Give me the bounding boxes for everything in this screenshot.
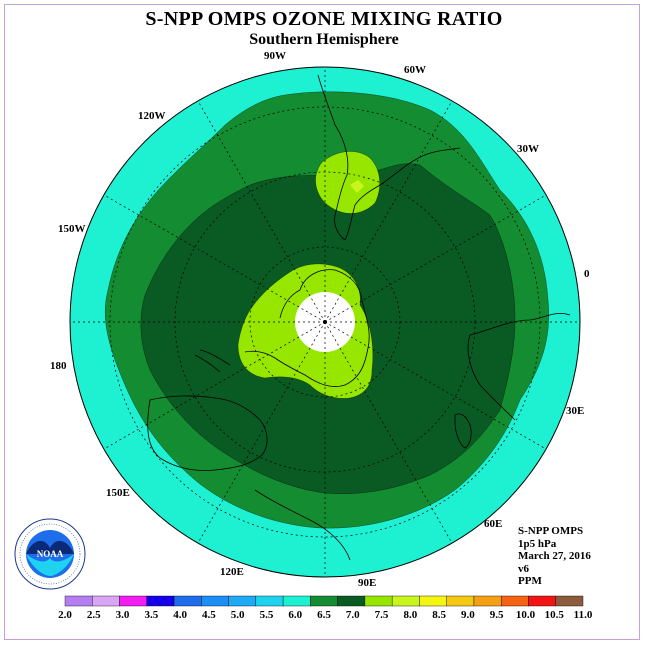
colorbar-tick-label: 8.0 — [403, 609, 417, 621]
label-120w: 120W — [138, 110, 166, 122]
info-instrument: S-NPP OMPS — [518, 525, 584, 537]
colorbar-tick-label: 7.5 — [375, 609, 389, 621]
label-90w: 90W — [264, 50, 286, 62]
info-version: v6 — [518, 562, 529, 575]
colorbar-tick-label: 2.5 — [87, 609, 101, 621]
australia-coast — [147, 395, 268, 471]
colorbar-swatch — [528, 595, 556, 607]
antarctica-coast — [244, 269, 370, 387]
colorbar-tick-label: 5.5 — [260, 609, 274, 621]
coastlines — [147, 74, 571, 561]
colorbar-tick-label: 3.0 — [116, 609, 130, 621]
colorbar-tick-label: 10.5 — [545, 609, 565, 621]
colorbar: 2.0 2.5 3.0 3.5 4.0 4.5 5.0 5.5 6.0 6.5 7.0 7.5 8.0 8… — [58, 595, 593, 621]
africa-coast — [467, 312, 571, 421]
noaa-logo: NOAA — [14, 518, 86, 590]
label-0: 0 — [584, 268, 590, 280]
colorbar-tick-label: 5.0 — [231, 609, 245, 621]
colorbar-tick-label: 4.0 — [173, 609, 187, 621]
colorbar-swatch — [391, 595, 420, 607]
south-america-coast — [317, 74, 461, 241]
map-subtitle: Southern Hemisphere — [249, 31, 399, 48]
colorbar-swatch — [146, 595, 175, 607]
label-60w: 60W — [404, 64, 426, 76]
label-150e: 150E — [106, 487, 130, 499]
info-panel: S-NPP OMPS 1p5 hPa March 27, 2016 v6 PPM — [518, 525, 591, 588]
colorbar-tick-label: 11.0 — [574, 609, 593, 621]
colorbar-tick-label: 3.5 — [144, 609, 158, 621]
label-30w: 30W — [517, 143, 539, 155]
info-date: March 27, 2016 — [518, 550, 591, 562]
colorbar-swatch — [201, 595, 229, 607]
colorbar-swatch — [119, 595, 147, 607]
info-level: 1p5 hPa — [518, 537, 557, 550]
colorbar-swatch — [501, 595, 529, 607]
colorbar-tick-label: 6.0 — [288, 609, 302, 621]
level-7p5-spot — [350, 180, 364, 193]
colorbar-swatch — [337, 595, 366, 607]
colorbar-tick-label: 4.5 — [202, 609, 216, 621]
label-90e: 90E — [358, 577, 377, 589]
label-180: 180 — [50, 360, 67, 372]
colorbar-tick-label: 9.5 — [490, 609, 504, 621]
colorbar-tick-label: 2.0 — [58, 609, 72, 621]
colorbar-swatch — [255, 595, 284, 607]
colorbar-swatch — [64, 595, 93, 607]
colorbar-tick-label: 6.5 — [317, 609, 331, 621]
label-120e: 120E — [220, 566, 244, 578]
new-zealand-coast — [194, 349, 231, 373]
colorbar-swatch — [228, 595, 257, 607]
map-title: S-NPP OMPS OZONE MIXING RATIO — [145, 8, 503, 30]
colorbar-swatch — [282, 595, 311, 607]
colorbar-swatch — [92, 595, 120, 607]
colorbar-swatch — [473, 595, 502, 607]
colorbar-swatch — [310, 595, 338, 607]
figure-frame — [4, 4, 640, 640]
colorbar-tick-label: 7.0 — [346, 609, 360, 621]
level-7p0-patch-south-america — [315, 151, 380, 214]
madagascar-coast — [454, 413, 472, 449]
asia-coast — [254, 489, 351, 561]
label-30e: 30E — [566, 405, 585, 417]
map-border — [69, 66, 581, 578]
colorbar-tick-label: 10.0 — [516, 609, 536, 621]
label-60e: 60E — [484, 518, 503, 530]
colorbar-swatch — [419, 595, 447, 607]
colorbar-tick-label: 8.5 — [432, 609, 446, 621]
colorbar-swatch — [555, 595, 584, 607]
label-150w: 150W — [58, 223, 86, 235]
colorbar-swatch — [446, 595, 475, 607]
colorbar-swatch — [173, 595, 202, 607]
graticule — [70, 67, 580, 577]
info-units: PPM — [518, 575, 542, 587]
logo-text: NOAA — [37, 549, 64, 559]
colorbar-swatch — [364, 595, 393, 607]
pole-marker — [323, 320, 327, 324]
colorbar-tick-label: 9.0 — [461, 609, 475, 621]
